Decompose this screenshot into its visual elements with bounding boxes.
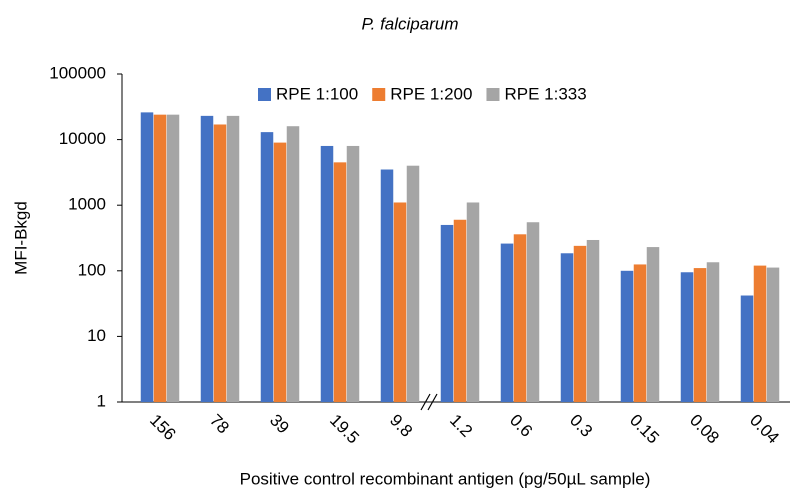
bar (333, 162, 347, 402)
y-tick-label: 10000 (59, 129, 106, 148)
bar (153, 114, 167, 402)
bar (273, 142, 287, 402)
bar (526, 222, 540, 402)
bar (406, 165, 420, 402)
x-tick-label: 0.6 (506, 411, 536, 441)
legend-label: RPE 1:200 (390, 84, 472, 103)
bar (166, 114, 180, 402)
y-tick-label: 100 (78, 260, 106, 279)
bar (560, 253, 574, 402)
x-tick-label: 9.8 (386, 411, 416, 441)
x-tick-label: 0.15 (626, 411, 663, 448)
bar (646, 247, 660, 402)
bar (393, 202, 407, 402)
bar (226, 115, 240, 402)
x-tick-label: 78 (206, 411, 233, 438)
bar (466, 202, 480, 402)
x-tick-label: 19.5 (326, 411, 363, 448)
bar (693, 268, 707, 402)
bar (586, 239, 600, 402)
y-tick-label: 10 (87, 326, 106, 345)
bar (753, 265, 767, 402)
bar (200, 115, 214, 402)
y-tick-label: 1000 (68, 195, 106, 214)
y-tick-label: 1 (97, 391, 106, 410)
x-tick-label: 0.3 (566, 411, 596, 441)
bar (633, 264, 647, 402)
axis-break (420, 393, 438, 411)
bar (453, 219, 467, 402)
bar (320, 145, 334, 403)
bar (440, 224, 454, 402)
x-tick-label: 0.08 (686, 411, 723, 448)
bar (766, 267, 780, 402)
x-tick-label: 156 (146, 411, 179, 444)
legend-swatch (372, 88, 386, 101)
x-tick-label: 1.2 (446, 411, 476, 441)
x-tick-label: 39 (266, 411, 293, 438)
bar (286, 126, 300, 403)
bar (620, 270, 634, 402)
bar (573, 245, 587, 402)
bar (140, 112, 154, 402)
bar (500, 243, 514, 402)
bar (346, 145, 360, 403)
chart-title: P. falciparum (361, 14, 458, 33)
legend-swatch (258, 88, 271, 101)
y-tick-label: 100000 (49, 63, 106, 82)
bar (740, 295, 754, 402)
bar (380, 169, 394, 402)
x-axis-label: Positive control recombinant antigen (pg… (240, 469, 651, 488)
legend-swatch (486, 88, 500, 101)
legend-label: RPE 1:100 (276, 84, 358, 103)
x-tick-label: 0.04 (746, 411, 783, 448)
bar (706, 262, 720, 402)
bar (213, 124, 227, 403)
bar (260, 132, 274, 403)
y-axis-label: MFI-Bkgd (11, 201, 30, 275)
legend-label: RPE 1:333 (504, 84, 586, 103)
bar (513, 234, 527, 402)
bar (680, 272, 694, 402)
